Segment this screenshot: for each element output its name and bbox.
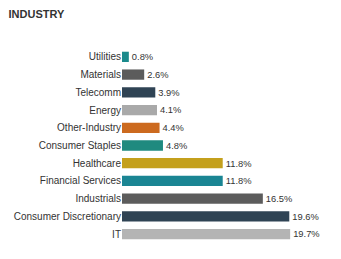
- svg-text:Financial Services: Financial Services: [40, 175, 121, 186]
- svg-text:3.9%: 3.9%: [158, 88, 179, 98]
- svg-text:2.6%: 2.6%: [147, 70, 168, 80]
- svg-text:4.1%: 4.1%: [160, 105, 181, 115]
- svg-text:19.6%: 19.6%: [292, 212, 318, 222]
- svg-text:4.8%: 4.8%: [166, 141, 187, 151]
- svg-text:0.8%: 0.8%: [132, 52, 153, 62]
- svg-text:11.8%: 11.8%: [226, 159, 252, 169]
- svg-text:Industrials: Industrials: [75, 193, 121, 204]
- svg-text:Consumer Staples: Consumer Staples: [39, 140, 121, 151]
- svg-text:4.4%: 4.4%: [163, 123, 184, 133]
- svg-text:Telecomm: Telecomm: [75, 87, 121, 98]
- svg-text:11.8%: 11.8%: [226, 176, 252, 186]
- svg-text:INDUSTRY: INDUSTRY: [9, 8, 65, 20]
- svg-text:19.7%: 19.7%: [293, 229, 319, 239]
- svg-text:Energy: Energy: [89, 105, 121, 116]
- svg-text:Other-Industry: Other-Industry: [57, 122, 121, 133]
- svg-text:Utilities: Utilities: [89, 51, 121, 62]
- svg-text:Consumer Discretionary: Consumer Discretionary: [14, 211, 121, 222]
- svg-text:Healthcare: Healthcare: [73, 158, 122, 169]
- svg-text:Materials: Materials: [80, 69, 121, 80]
- svg-text:16.5%: 16.5%: [266, 194, 292, 204]
- svg-text:IT: IT: [112, 229, 121, 240]
